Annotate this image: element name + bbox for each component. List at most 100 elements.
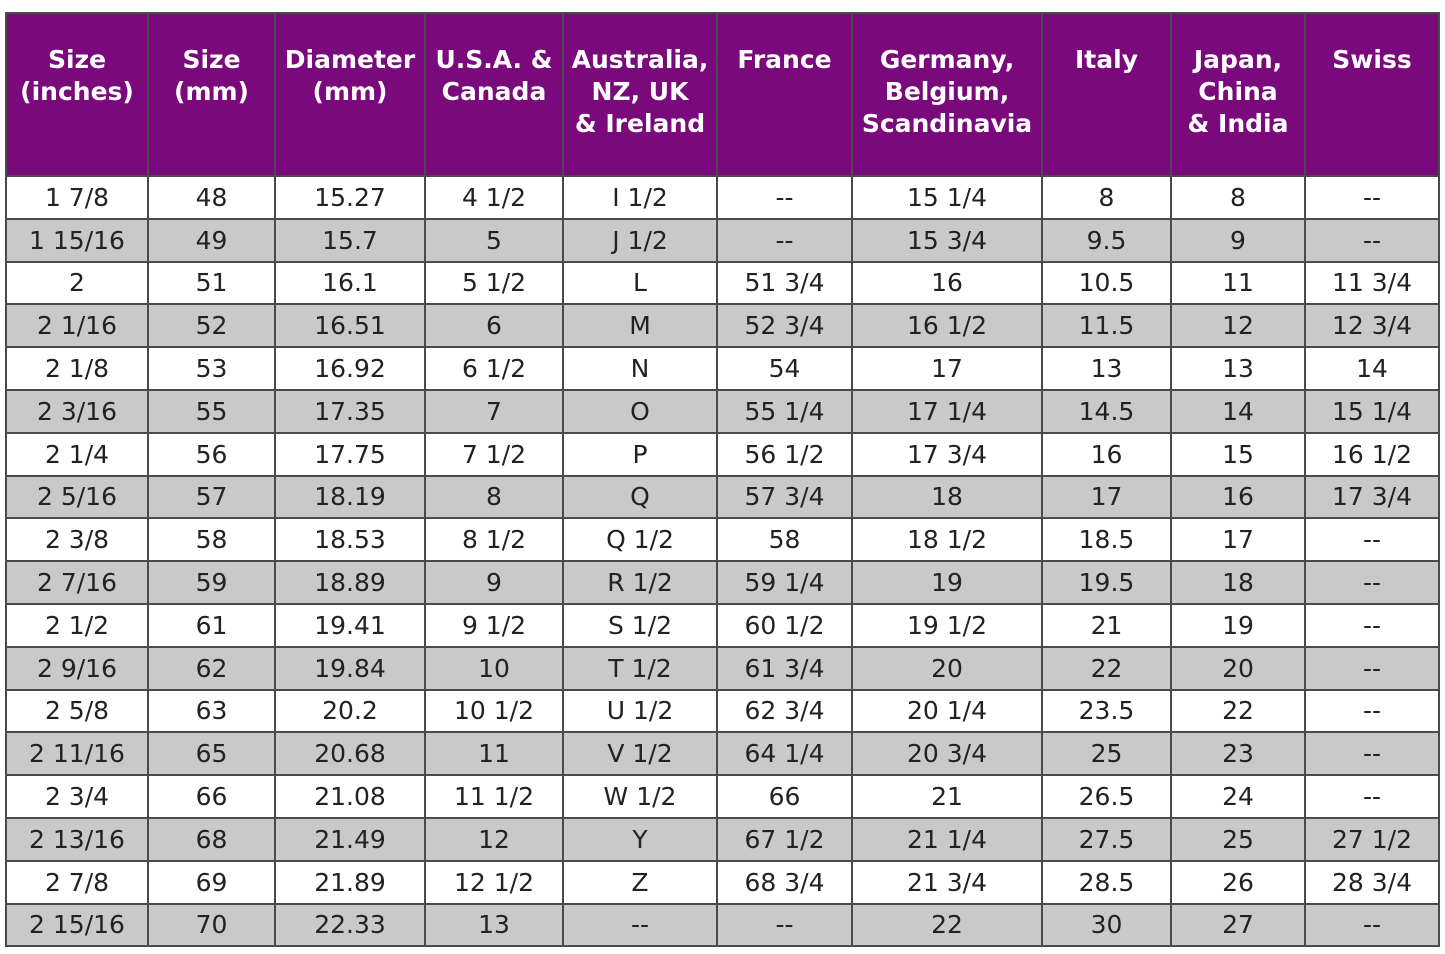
table-cell: 7 xyxy=(424,388,564,434)
table-cell: -- xyxy=(1304,688,1440,734)
table-cell: 27 1/2 xyxy=(1304,816,1440,862)
table-cell: 28 3/4 xyxy=(1304,859,1440,905)
table-cell: 5 xyxy=(424,217,564,263)
table-cell: 68 3/4 xyxy=(716,859,853,905)
table-cell: 19.84 xyxy=(274,645,426,691)
table-row: 2 7/8 69 21.89 12 1/2 Z 68 3/4 21 3/4 28.5 26 28 … xyxy=(5,859,1440,905)
table-cell: 58 xyxy=(147,517,276,563)
table-cell: -- xyxy=(1304,774,1440,819)
table-cell: L xyxy=(562,260,718,306)
table-cell: 12 xyxy=(424,816,564,862)
table-cell: 10 xyxy=(424,645,564,691)
table-cell: 11 xyxy=(1170,260,1306,306)
table-header: Size (inches) Size (mm) Diameter (mm) U.S.A… xyxy=(5,12,1440,177)
table-cell: R 1/2 xyxy=(562,560,718,605)
table-body: 1 7/8 48 15.27 4 1/2 I 1/2 -- 15 1/4 8 8 -- 1 15/1… xyxy=(5,175,1440,948)
table-cell: 27.5 xyxy=(1041,816,1172,862)
table-cell: 26 xyxy=(1170,859,1306,905)
table-cell: 57 xyxy=(147,474,276,520)
table-row: 1 15/16 49 15.7 5 J 1/2 -- 15 3/4 9.5 9 -- xyxy=(5,217,1440,263)
table-row: 2 1/4 56 17.75 7 1/2 P 56 1/2 17 3/4 16 15 16 1/2 xyxy=(5,431,1440,477)
table-cell: 53 xyxy=(147,346,276,391)
column-header: Germany, Belgium, Scandinavia xyxy=(851,12,1043,177)
table-cell: 10 1/2 xyxy=(424,688,564,734)
table-cell: 13 xyxy=(1041,346,1172,391)
table-cell: 17 xyxy=(1041,474,1172,520)
column-header: Italy xyxy=(1041,12,1172,177)
table-cell: 9.5 xyxy=(1041,217,1172,263)
table-cell: 16 1/2 xyxy=(1304,431,1440,477)
table-cell: 2 3/16 xyxy=(5,388,149,434)
table-cell: 15 1/4 xyxy=(1304,388,1440,434)
table-cell: Q xyxy=(562,474,718,520)
table-cell: 21.08 xyxy=(274,774,426,819)
table-cell: 69 xyxy=(147,859,276,905)
table-cell: 8 xyxy=(1041,175,1172,220)
table-cell: 2 15/16 xyxy=(5,902,149,948)
table-cell: 2 3/8 xyxy=(5,517,149,563)
table-cell: 14.5 xyxy=(1041,388,1172,434)
table-cell: 9 1/2 xyxy=(424,602,564,648)
table-cell: -- xyxy=(562,902,718,948)
table-cell: 17 xyxy=(851,346,1043,391)
table-cell: 15 3/4 xyxy=(851,217,1043,263)
table-cell: 12 1/2 xyxy=(424,859,564,905)
table-row: 2 15/16 70 22.33 13 -- -- 22 30 27 -- xyxy=(5,902,1440,948)
table-cell: 23.5 xyxy=(1041,688,1172,734)
table-cell: 28.5 xyxy=(1041,859,1172,905)
table-cell: -- xyxy=(1304,645,1440,691)
table-cell: 68 xyxy=(147,816,276,862)
table-cell: 60 1/2 xyxy=(716,602,853,648)
table-cell: 26.5 xyxy=(1041,774,1172,819)
table-cell: 19 1/2 xyxy=(851,602,1043,648)
table-cell: 16 1/2 xyxy=(851,303,1043,349)
table-cell: 22 xyxy=(1041,645,1172,691)
table-row: 2 3/8 58 18.53 8 1/2 Q 1/2 58 18 1/2 18.5 17 -- xyxy=(5,517,1440,563)
table-cell: 2 1/8 xyxy=(5,346,149,391)
table-cell: 15.27 xyxy=(274,175,426,220)
table-cell: 19 xyxy=(851,560,1043,605)
table-cell: 19 xyxy=(1170,602,1306,648)
table-cell: 13 xyxy=(1170,346,1306,391)
table-cell: -- xyxy=(1304,560,1440,605)
table-cell: 18.19 xyxy=(274,474,426,520)
table-cell: P xyxy=(562,431,718,477)
table-cell: 48 xyxy=(147,175,276,220)
table-cell: 16.92 xyxy=(274,346,426,391)
table-cell: 16.51 xyxy=(274,303,426,349)
table-cell: O xyxy=(562,388,718,434)
column-header: Australia, NZ, UK & Ireland xyxy=(562,12,718,177)
column-header: U.S.A. & Canada xyxy=(424,12,564,177)
table-cell: 17 1/4 xyxy=(851,388,1043,434)
table-cell: 19.41 xyxy=(274,602,426,648)
table-cell: 25 xyxy=(1170,816,1306,862)
table-cell: 2 5/8 xyxy=(5,688,149,734)
table-cell: -- xyxy=(716,217,853,263)
table-row: 2 51 16.1 5 1/2 L 51 3/4 16 10.5 11 11 3/4 xyxy=(5,260,1440,306)
table-cell: 17.75 xyxy=(274,431,426,477)
table-cell: 2 9/16 xyxy=(5,645,149,691)
table-cell: 59 xyxy=(147,560,276,605)
table-cell: 20.2 xyxy=(274,688,426,734)
table-cell: 22 xyxy=(1170,688,1306,734)
column-header: France xyxy=(716,12,853,177)
table-cell: 2 11/16 xyxy=(5,731,149,777)
table-cell: 30 xyxy=(1041,902,1172,948)
table-cell: 6 1/2 xyxy=(424,346,564,391)
table-cell: 55 1/4 xyxy=(716,388,853,434)
table-cell: 1 15/16 xyxy=(5,217,149,263)
table-cell: 2 xyxy=(5,260,149,306)
table-cell: 52 3/4 xyxy=(716,303,853,349)
table-cell: 11.5 xyxy=(1041,303,1172,349)
table-row: 2 1/8 53 16.92 6 1/2 N 54 17 13 13 14 xyxy=(5,346,1440,391)
table-row: 2 5/16 57 18.19 8 Q 57 3/4 18 17 16 17 3/4 xyxy=(5,474,1440,520)
table-cell: 16 xyxy=(851,260,1043,306)
table-cell: 2 1/2 xyxy=(5,602,149,648)
table-cell: 70 xyxy=(147,902,276,948)
table-cell: 56 xyxy=(147,431,276,477)
table-row: 2 1/16 52 16.51 6 M 52 3/4 16 1/2 11.5 12 12 3/4 xyxy=(5,303,1440,349)
table-cell: 62 xyxy=(147,645,276,691)
table-cell: 1 7/8 xyxy=(5,175,149,220)
table-cell: 11 3/4 xyxy=(1304,260,1440,306)
table-cell: 65 xyxy=(147,731,276,777)
